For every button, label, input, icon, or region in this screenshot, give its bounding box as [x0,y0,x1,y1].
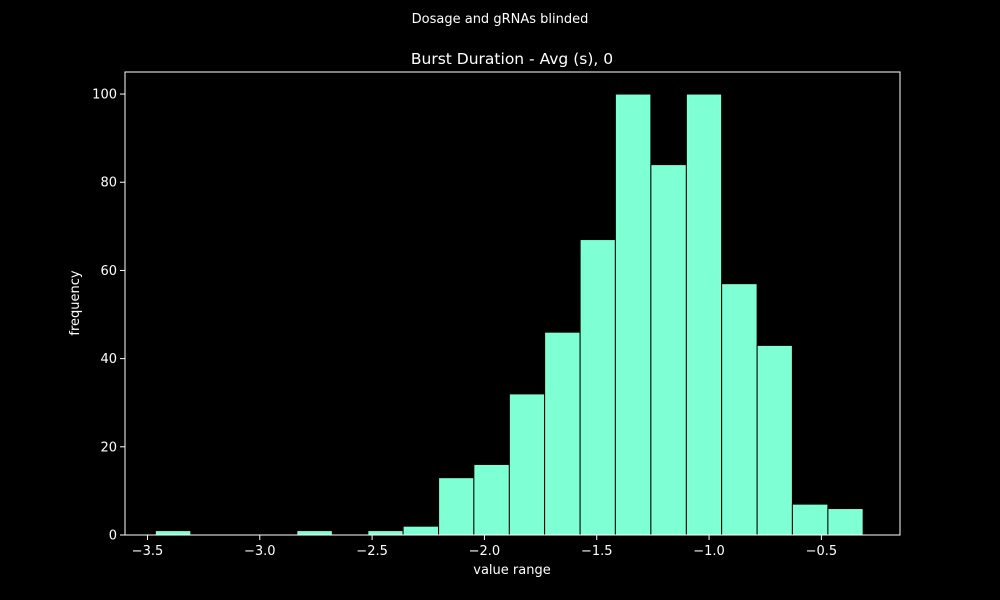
histogram-bar [791,503,829,536]
histogram-bar [579,239,616,536]
y-tick-label: 80 [100,176,117,191]
x-axis-label: value range [473,563,550,578]
x-tick-label: −1.5 [581,544,613,559]
histogram-bar [756,344,793,536]
histogram-bar [367,530,404,536]
histogram-bar [508,393,546,536]
histogram-bar [827,508,864,536]
x-tick-label: −3.5 [132,544,164,559]
histogram-bar [402,525,440,536]
figure-suptitle: Dosage and gRNAs blinded [412,12,589,27]
x-axis-ticks: −3.5 −3.0 −2.5 −2.0 −1.5 −1.0 −0.5 [132,535,837,559]
y-tick-label: 100 [92,88,117,103]
histogram-bar [154,530,192,536]
histogram-bar [438,477,475,536]
histogram-bar [685,93,723,536]
x-tick-label: −2.5 [356,544,388,559]
histogram-bar [614,93,652,536]
histogram-bar [296,530,333,536]
x-tick-label: −2.0 [469,544,501,559]
chart-title: Burst Duration - Avg (s), 0 [411,50,613,68]
bars-group [154,93,864,536]
x-tick-label: −1.0 [693,544,725,559]
y-axis-ticks: 0 20 40 60 80 100 [92,88,125,544]
y-tick-label: 40 [100,352,117,367]
histogram-bar [473,463,510,536]
histogram-bar [650,164,687,536]
y-tick-label: 60 [100,264,117,279]
histogram-bar [721,283,758,536]
y-tick-label: 0 [109,529,117,544]
y-tick-label: 20 [100,440,117,455]
histogram-bar [544,331,581,536]
y-axis-label: frequency [68,270,83,336]
x-tick-label: −3.0 [244,544,276,559]
x-tick-label: −0.5 [806,544,838,559]
plot-frame [124,71,901,536]
